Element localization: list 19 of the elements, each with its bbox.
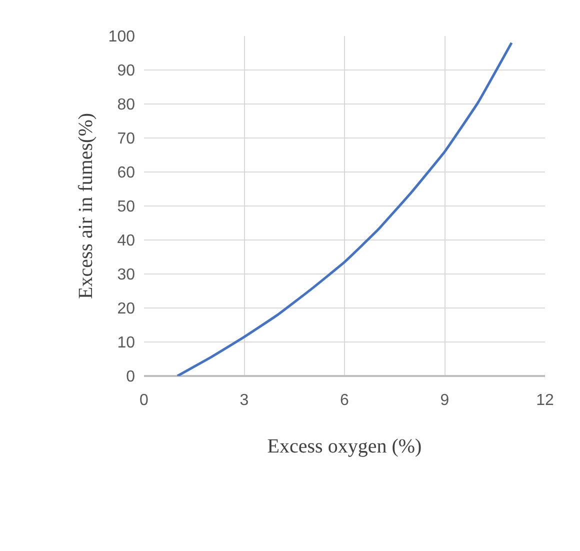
y-tick-label: 20 (117, 300, 136, 318)
x-tick-label: 9 (440, 392, 450, 409)
y-tick-label: 50 (117, 198, 136, 216)
x-tick-label: 0 (140, 392, 149, 409)
y-tick-label: 80 (117, 96, 136, 114)
y-tick-label: 90 (117, 62, 136, 80)
x-tick-label: 12 (536, 392, 554, 409)
y-axis-title: Excess air in fumes(%) (74, 112, 97, 300)
y-tick-label: 100 (108, 28, 136, 46)
y-tick-label: 70 (117, 130, 136, 148)
x-axis-title: Excess oxygen (%) (267, 436, 422, 458)
y-tick-label: 60 (117, 164, 136, 182)
y-tick-label: 40 (117, 232, 136, 250)
y-tick-label: 0 (126, 368, 136, 386)
y-tick-label: 10 (117, 334, 136, 352)
line-series (176, 42, 513, 376)
x-tick-label: 6 (340, 392, 350, 409)
x-tick-label: 3 (240, 392, 249, 409)
y-tick-label: 30 (117, 266, 136, 284)
